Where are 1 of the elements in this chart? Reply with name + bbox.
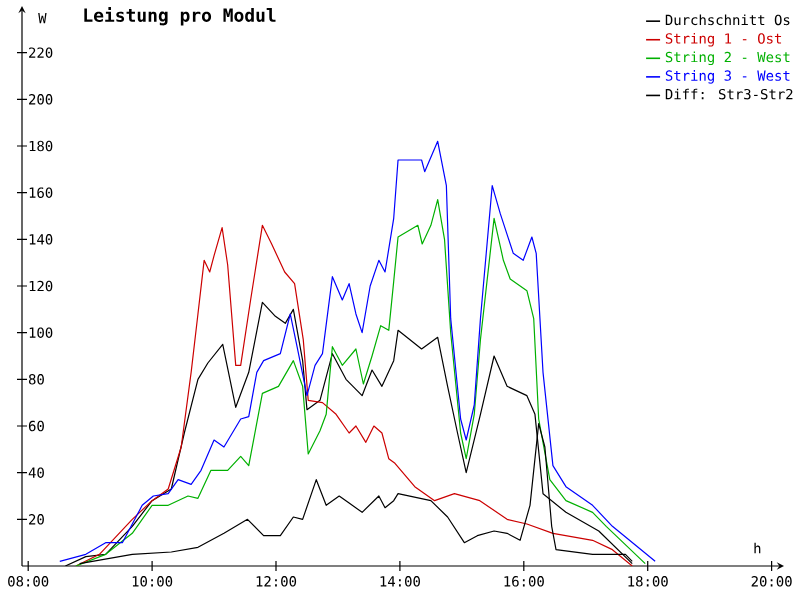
chart-title: Leistung pro Modul xyxy=(84,7,276,26)
